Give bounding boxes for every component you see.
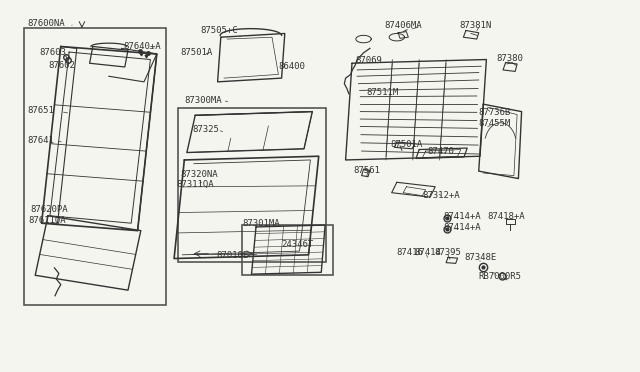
Text: 87501A: 87501A (390, 140, 422, 149)
Text: 87311QA: 87311QA (177, 180, 214, 189)
Text: 87320NA: 87320NA (180, 170, 218, 179)
Text: 87736B: 87736B (479, 108, 511, 117)
Text: 87395: 87395 (434, 248, 461, 257)
Text: 87301MA: 87301MA (242, 219, 280, 228)
Text: 87414: 87414 (415, 248, 442, 257)
Text: 86400: 86400 (278, 62, 305, 71)
Text: 87561: 87561 (353, 166, 380, 175)
Text: 87505+C: 87505+C (200, 26, 238, 35)
Text: 87470: 87470 (428, 147, 454, 156)
Text: 87416: 87416 (397, 248, 424, 257)
Text: 87651: 87651 (27, 106, 54, 115)
Text: 87455M: 87455M (479, 119, 511, 128)
Text: 87603: 87603 (40, 48, 67, 57)
Text: 87380: 87380 (497, 54, 524, 63)
Bar (178, 108, 326, 262)
Text: 87414+A: 87414+A (443, 212, 481, 221)
Bar (242, 225, 333, 275)
Text: 87511M: 87511M (367, 88, 399, 97)
Text: 87312+A: 87312+A (422, 191, 460, 200)
Text: 87602: 87602 (49, 61, 76, 70)
Text: 87501A: 87501A (180, 48, 212, 57)
Text: 87640+A: 87640+A (123, 42, 161, 51)
Text: 87406MA: 87406MA (384, 21, 422, 30)
Text: 87620PA: 87620PA (31, 205, 68, 214)
Text: 87069: 87069 (356, 56, 383, 65)
Text: 24346T: 24346T (282, 240, 314, 249)
Text: 87348E: 87348E (465, 253, 497, 262)
Text: 87414+A: 87414+A (443, 223, 481, 232)
Text: 87300MA: 87300MA (184, 96, 222, 105)
Bar (24, 28, 166, 305)
Text: 87010E: 87010E (216, 251, 248, 260)
Text: 87381N: 87381N (460, 21, 492, 30)
Text: 87418+A: 87418+A (488, 212, 525, 221)
Text: RB7000R5: RB7000R5 (479, 272, 522, 280)
Text: 87641: 87641 (27, 136, 54, 145)
Text: 87600NA: 87600NA (27, 19, 65, 28)
Text: 87611QA: 87611QA (28, 216, 66, 225)
Text: 87325: 87325 (192, 125, 219, 134)
